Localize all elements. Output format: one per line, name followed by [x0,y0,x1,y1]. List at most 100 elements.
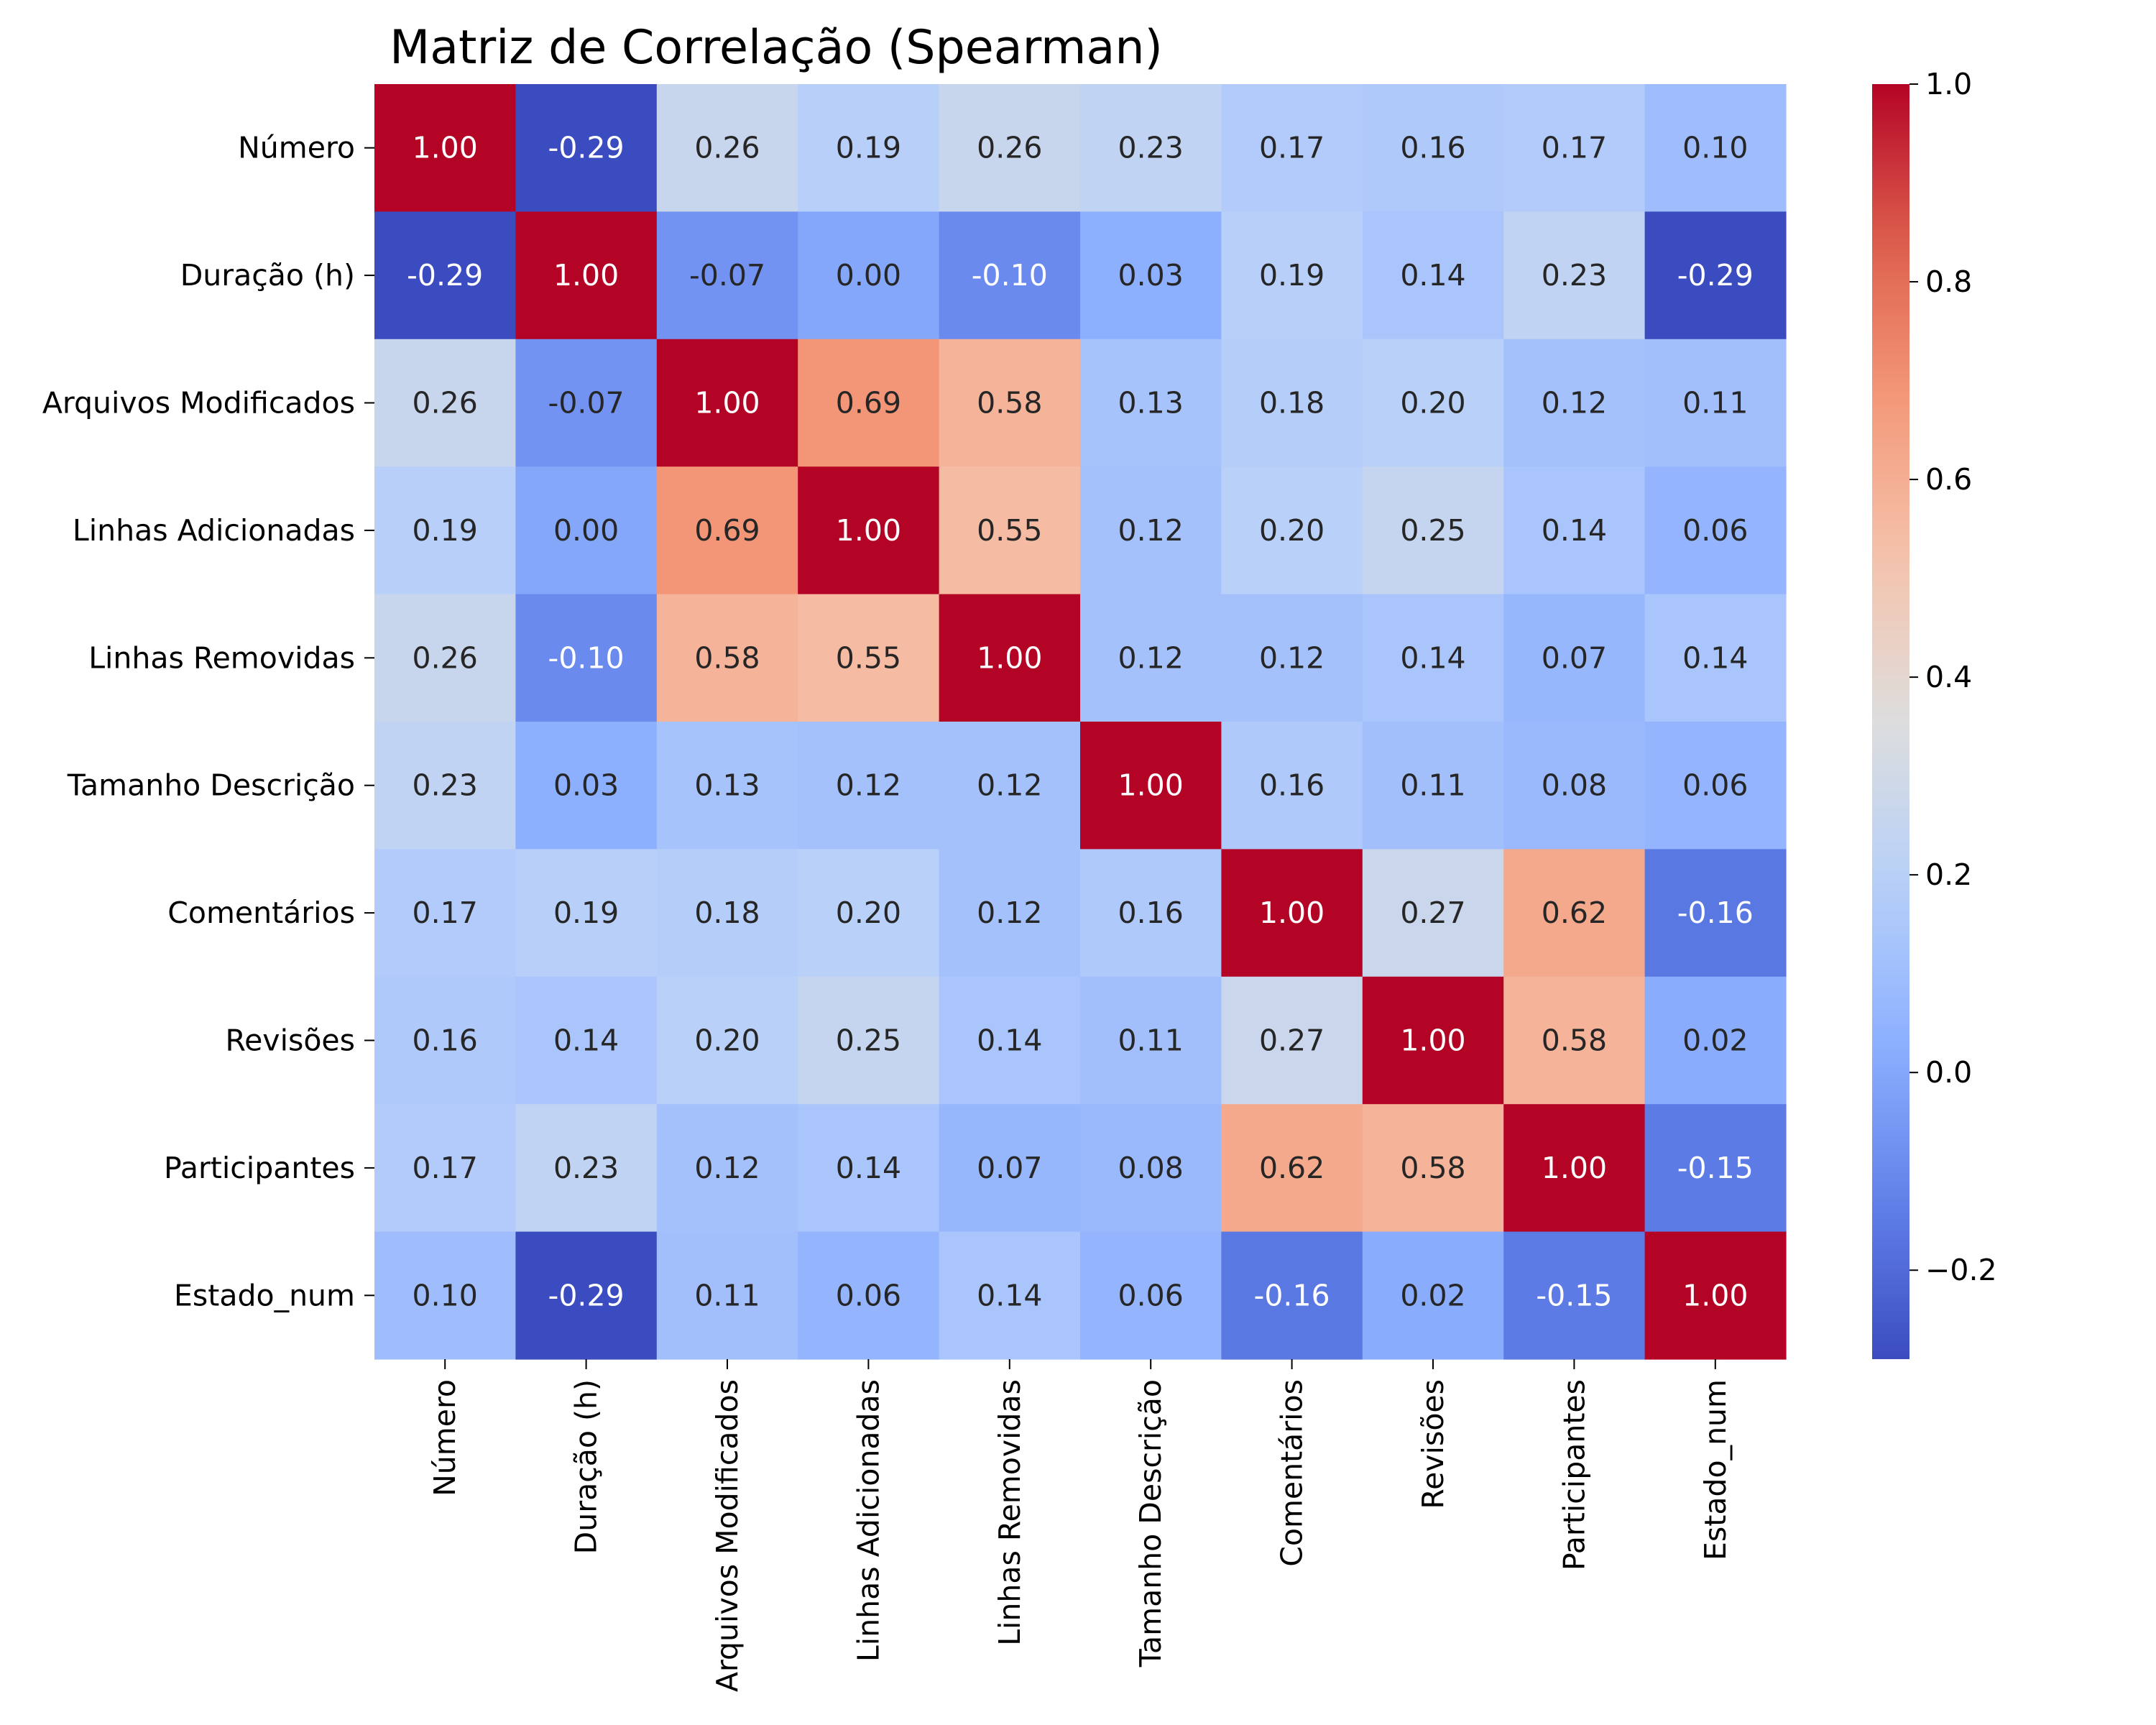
heatmap-cell [1503,1104,1646,1233]
x-tick-label: Participantes [1557,1379,1591,1570]
colorbar-tick-label: 0.0 [1925,1055,1972,1090]
heatmap-cell [798,722,940,850]
heatmap-cell [939,976,1081,1105]
cell-value-label: 0.00 [836,258,901,293]
heatmap-cell [939,849,1081,978]
cell-value-label: 0.20 [1259,513,1325,548]
cell-value-label: 1.00 [413,131,478,165]
cell-value-label: 0.26 [413,386,478,420]
heatmap-cell [939,594,1081,722]
heatmap-cell [374,466,516,595]
colorbar-tick-label: −0.2 [1925,1253,1997,1287]
cell-value-label: 0.12 [977,896,1042,930]
cell-value-label: 0.14 [1682,640,1748,675]
cell-value-label: 0.17 [1259,131,1325,165]
cell-value-label: 0.00 [553,513,619,548]
heatmap-cell [1221,84,1363,212]
cell-value-label: 0.20 [694,1024,760,1058]
heatmap-cell [1644,849,1787,978]
heatmap-cell [939,211,1081,340]
cell-value-label: 0.14 [1542,513,1607,548]
heatmap-cell [798,1231,940,1360]
cell-value-label: 0.17 [413,896,478,930]
cell-value-label: 0.58 [1542,1024,1607,1058]
heatmap-cell [1644,1104,1787,1233]
heatmap-cell [1080,722,1222,850]
heatmap-cell [1644,339,1787,467]
heatmap-cell [1221,466,1363,595]
heatmap-cell [656,1231,798,1360]
heatmap-cell [656,211,798,340]
y-tick-label: Linhas Adicionadas [73,513,355,548]
cell-value-label: 0.62 [1259,1151,1325,1185]
heatmap-cell [1503,722,1646,850]
cell-value-label: 0.27 [1259,1024,1325,1058]
cell-value-label: 0.14 [553,1024,619,1058]
heatmap-cell [515,594,658,722]
heatmap-cell [1080,976,1222,1105]
heatmap-cell [656,84,798,212]
cell-value-label: 0.23 [1542,258,1607,293]
cell-value-label: 0.16 [1259,768,1325,803]
heatmap-cell [515,849,658,978]
cell-value-label: 0.03 [1118,258,1184,293]
cell-value-label: 0.08 [1118,1151,1184,1185]
cell-value-label: -0.10 [548,640,625,675]
cell-value-label: 0.23 [413,768,478,803]
cell-value-label: 1.00 [1259,896,1325,930]
heatmap-cell [1362,339,1504,467]
cell-value-label: 0.11 [1118,1024,1184,1058]
y-tick-label: Arquivos Modificados [42,386,355,420]
heatmap-cell [374,594,516,722]
heatmap-cell [656,722,798,850]
heatmap-cell [1221,849,1363,978]
cell-value-label: 1.00 [1682,1278,1748,1312]
heatmap-cell [1503,849,1646,978]
heatmap-cell [1080,339,1222,467]
cell-value-label: 0.23 [553,1151,619,1185]
cell-value-label: 0.18 [694,896,760,930]
cell-value-label: 0.11 [1682,386,1748,420]
heatmap-cell [1080,84,1222,212]
heatmap-cell [656,339,798,467]
cell-value-label: 0.06 [1682,768,1748,803]
cell-value-label: 0.07 [977,1151,1042,1185]
cell-value-label: 0.18 [1259,386,1325,420]
x-tick-label: Linhas Removidas [992,1379,1027,1646]
cell-value-label: 0.14 [1400,258,1465,293]
heatmap-cell [1221,211,1363,340]
cell-value-label: 0.26 [413,640,478,675]
x-tick-label: Revisões [1416,1379,1450,1509]
cell-value-label: 0.12 [1259,640,1325,675]
heatmap-cell [1221,1231,1363,1360]
cell-value-label: 1.00 [694,386,760,420]
cell-value-label: 0.12 [836,768,901,803]
x-tick-label: Estado_num [1698,1379,1733,1560]
cell-value-label: 0.58 [694,640,760,675]
heatmap-cell [1503,211,1646,340]
heatmap-cell [939,339,1081,467]
colorbar-gradient [1872,84,1909,1359]
heatmap-cell [798,1104,940,1233]
heatmap-cell [1362,84,1504,212]
cell-value-label: 0.23 [1118,131,1184,165]
heatmap-cell [1644,211,1787,340]
cell-value-label: 0.16 [1118,896,1184,930]
cell-value-label: 0.58 [1400,1151,1465,1185]
cell-value-label: 0.06 [1682,513,1748,548]
chart-title: Matriz de Correlação (Spearman) [390,21,1163,75]
cell-value-label: 0.20 [836,896,901,930]
heatmap-cell [798,84,940,212]
heatmap-cell [1644,1231,1787,1360]
heatmap-cell [939,722,1081,850]
cell-value-label: 0.19 [1259,258,1325,293]
colorbar-tick-label: 0.4 [1925,660,1972,694]
heatmap-cell [1362,211,1504,340]
heatmap-cell [1221,594,1363,722]
colorbar-tick-label: 1.0 [1925,67,1972,101]
heatmap-cell [1362,1104,1504,1233]
heatmap-cell [1503,84,1646,212]
heatmap-cell [1644,84,1787,212]
heatmap-cell [515,976,658,1105]
